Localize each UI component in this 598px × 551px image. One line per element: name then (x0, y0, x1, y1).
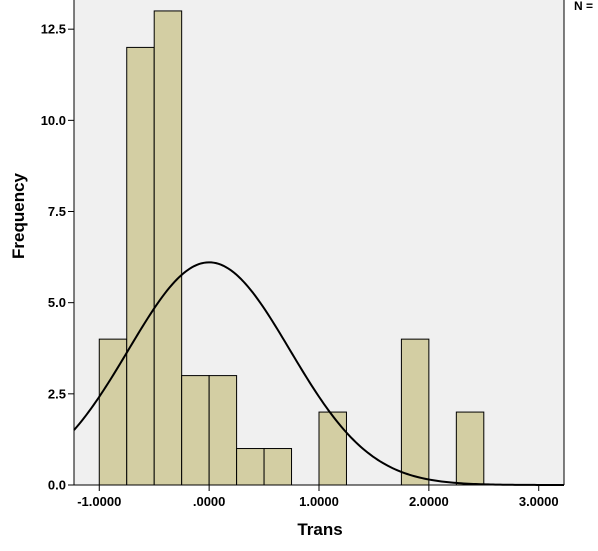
histogram-bar (318, 411, 347, 486)
histogram-bar (455, 411, 485, 486)
x-axis-title: Trans (297, 520, 342, 539)
y-tick-label: 0.0 (48, 478, 66, 493)
x-tick-label: .0000 (193, 494, 226, 509)
histogram-bar (153, 10, 183, 486)
stats-n-label: N = (574, 0, 593, 13)
histogram-bar (98, 338, 128, 486)
y-tick-label: 5.0 (48, 295, 66, 310)
histogram-bar (181, 375, 210, 486)
y-tick-label: 10.0 (41, 113, 66, 128)
histogram-bar (400, 338, 430, 486)
x-tick-label: -1.0000 (77, 494, 121, 509)
y-tick-label: 12.5 (41, 22, 66, 37)
y-tick-label: 2.5 (48, 386, 66, 401)
x-tick-label: 2.0000 (409, 494, 449, 509)
axes-layer: 0.0 2.5 5.0 7.5 10.0 12.5 -1.0000 .0000 1.0000 2.… (41, 0, 565, 509)
bars-layer (98, 10, 485, 486)
x-tick-label: 3.0000 (519, 494, 559, 509)
y-tick-label: 7.5 (48, 204, 66, 219)
histogram-bar (126, 46, 155, 486)
histogram-bar (263, 448, 293, 486)
histogram-bar (208, 375, 238, 486)
histogram-bar (236, 448, 265, 486)
x-tick-label: 1.0000 (299, 494, 339, 509)
y-axis-title: Frequency (9, 172, 28, 259)
normal-curve (73, 261, 565, 486)
